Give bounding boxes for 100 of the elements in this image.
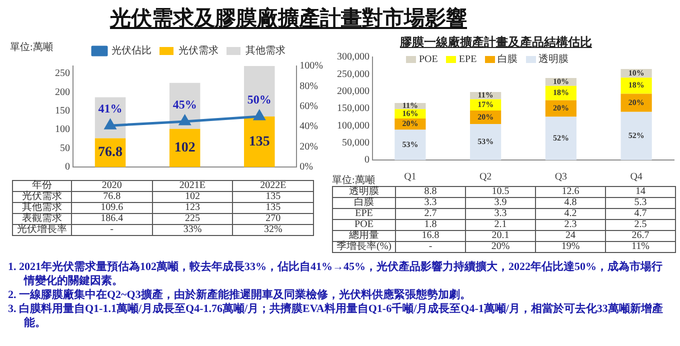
annotation: 11%	[478, 90, 494, 100]
text: 3.3	[466, 208, 536, 220]
y-tick-label: 100,000	[337, 120, 370, 132]
y-tick-label: 150,000	[337, 103, 370, 114]
text: 186.4	[72, 213, 152, 224]
text: 20%	[466, 241, 536, 252]
annotation: 20%	[402, 119, 418, 128]
text: 3.3	[396, 197, 466, 208]
data-label: 135	[232, 202, 314, 214]
y2-tick-label: 60%	[300, 101, 318, 112]
y-tick-label: 200	[55, 86, 70, 98]
annotation: 17%	[478, 100, 494, 109]
text: 12.6	[536, 186, 606, 198]
text: 33%	[152, 224, 233, 236]
text: 14	[606, 186, 676, 198]
annotation: 18%	[628, 80, 644, 90]
category-label: 2022E	[260, 180, 286, 191]
y2-tick-label: 40%	[300, 121, 318, 132]
x-tick-label: Q4	[630, 172, 642, 183]
text: 20.1	[466, 230, 536, 242]
bar	[244, 116, 275, 167]
legend-label: 其他需求	[246, 44, 286, 57]
data-label: 76.8	[72, 191, 152, 202]
bar	[545, 116, 576, 160]
legend-label: 光伏佔比	[112, 44, 152, 57]
data-label: 123	[152, 202, 233, 214]
legend-label: 光伏需求	[178, 44, 218, 57]
legend-label: 白膜	[496, 52, 518, 66]
text: 光伏需求	[22, 191, 62, 202]
text: 24	[536, 230, 606, 242]
legend-label: EPE	[458, 52, 477, 66]
annotation: 16%	[402, 108, 418, 118]
text: 4.7	[606, 208, 676, 220]
y-tick-label: 200,000	[337, 86, 370, 97]
text: 11%	[606, 241, 676, 252]
text: 76.8	[98, 145, 123, 160]
y-tick-label: 0	[364, 154, 370, 166]
text: 光伏增長率	[12, 224, 72, 236]
text: 白膜	[332, 197, 396, 208]
text: 2.1	[466, 219, 536, 230]
category-label: 2020	[102, 180, 122, 191]
text: 16.8	[396, 230, 466, 242]
legend-label: POE	[418, 52, 438, 66]
annotation: 10%	[628, 68, 644, 78]
bar	[244, 66, 275, 116]
annotation: 20%	[552, 104, 569, 113]
x-tick-label: Q3	[554, 172, 568, 183]
chart-title: 膠膜一線廠擴產計畫及產品結構估比	[400, 34, 592, 51]
text: 3.9	[466, 197, 536, 208]
text: 4.2	[536, 208, 606, 220]
bar	[169, 128, 200, 167]
text: 年份	[12, 180, 72, 192]
text: 270	[232, 213, 314, 224]
text: 2.7	[396, 208, 466, 220]
text: 其他需求	[22, 202, 62, 213]
data-label: 50%	[247, 92, 272, 107]
y-tick-label: 100	[55, 124, 70, 136]
legend-label: 透明膜	[538, 52, 569, 66]
bar	[620, 112, 652, 160]
text: 單位:萬噸	[332, 174, 375, 186]
y-tick-label: 50,000	[342, 137, 370, 148]
data-label: 135	[232, 191, 314, 202]
text: 19%	[536, 241, 606, 252]
text: 2. 一線膠膜廠集中在Q2~Q3擴產，由於新產能推遲開車及同業檢修，光伏料供應緊張態勢加劇。	[8, 288, 472, 302]
text: 1. 2021年光伏需求量預估為102萬噸，較去年成長33%，佔比自41%→45%，光伏產品影響力持續擴大，2022年佔比達50%，成為市場行情變化的關鍵因素。	[8, 260, 664, 288]
annotation: 18%	[552, 88, 569, 98]
text: 2.5	[606, 219, 676, 230]
text: 單位:萬噸	[10, 40, 53, 54]
category-label: 2021E	[179, 180, 206, 191]
text: 135	[248, 134, 270, 150]
text: 2.3	[536, 219, 606, 230]
text: 5.3	[606, 197, 676, 208]
text: 102	[174, 140, 196, 156]
annotation: 20%	[628, 98, 644, 107]
data-label: 45%	[172, 98, 197, 112]
text: 季增長率(%)	[332, 241, 396, 252]
bar	[620, 94, 652, 112]
data-label: 102	[152, 191, 233, 202]
text: 225	[152, 213, 233, 224]
x-tick-label: Q2	[479, 172, 492, 183]
text: 8.8	[396, 186, 466, 198]
chart-title: 光伏需求及膠膜廠擴產計畫對市場影響	[110, 5, 467, 32]
y2-tick-label: 100%	[300, 60, 324, 72]
y-tick-label: 50	[60, 142, 70, 154]
annotation: 20%	[478, 112, 494, 122]
point	[254, 110, 265, 120]
text: 透明膜	[332, 186, 396, 198]
bar	[470, 124, 502, 160]
text: -	[72, 224, 152, 236]
text: 4.8	[536, 197, 606, 208]
y-tick-label: 0	[65, 162, 70, 173]
text: 表觀需求	[12, 213, 72, 224]
x-tick-label: Q1	[404, 172, 416, 183]
annotation: 52%	[628, 131, 644, 140]
data-label: 41%	[98, 102, 122, 116]
y-tick-label: 150	[55, 106, 70, 117]
annotation: 53%	[402, 140, 418, 149]
text: EPE	[332, 208, 396, 220]
y2-tick-label: 20%	[300, 141, 318, 152]
text: POE	[332, 219, 396, 230]
